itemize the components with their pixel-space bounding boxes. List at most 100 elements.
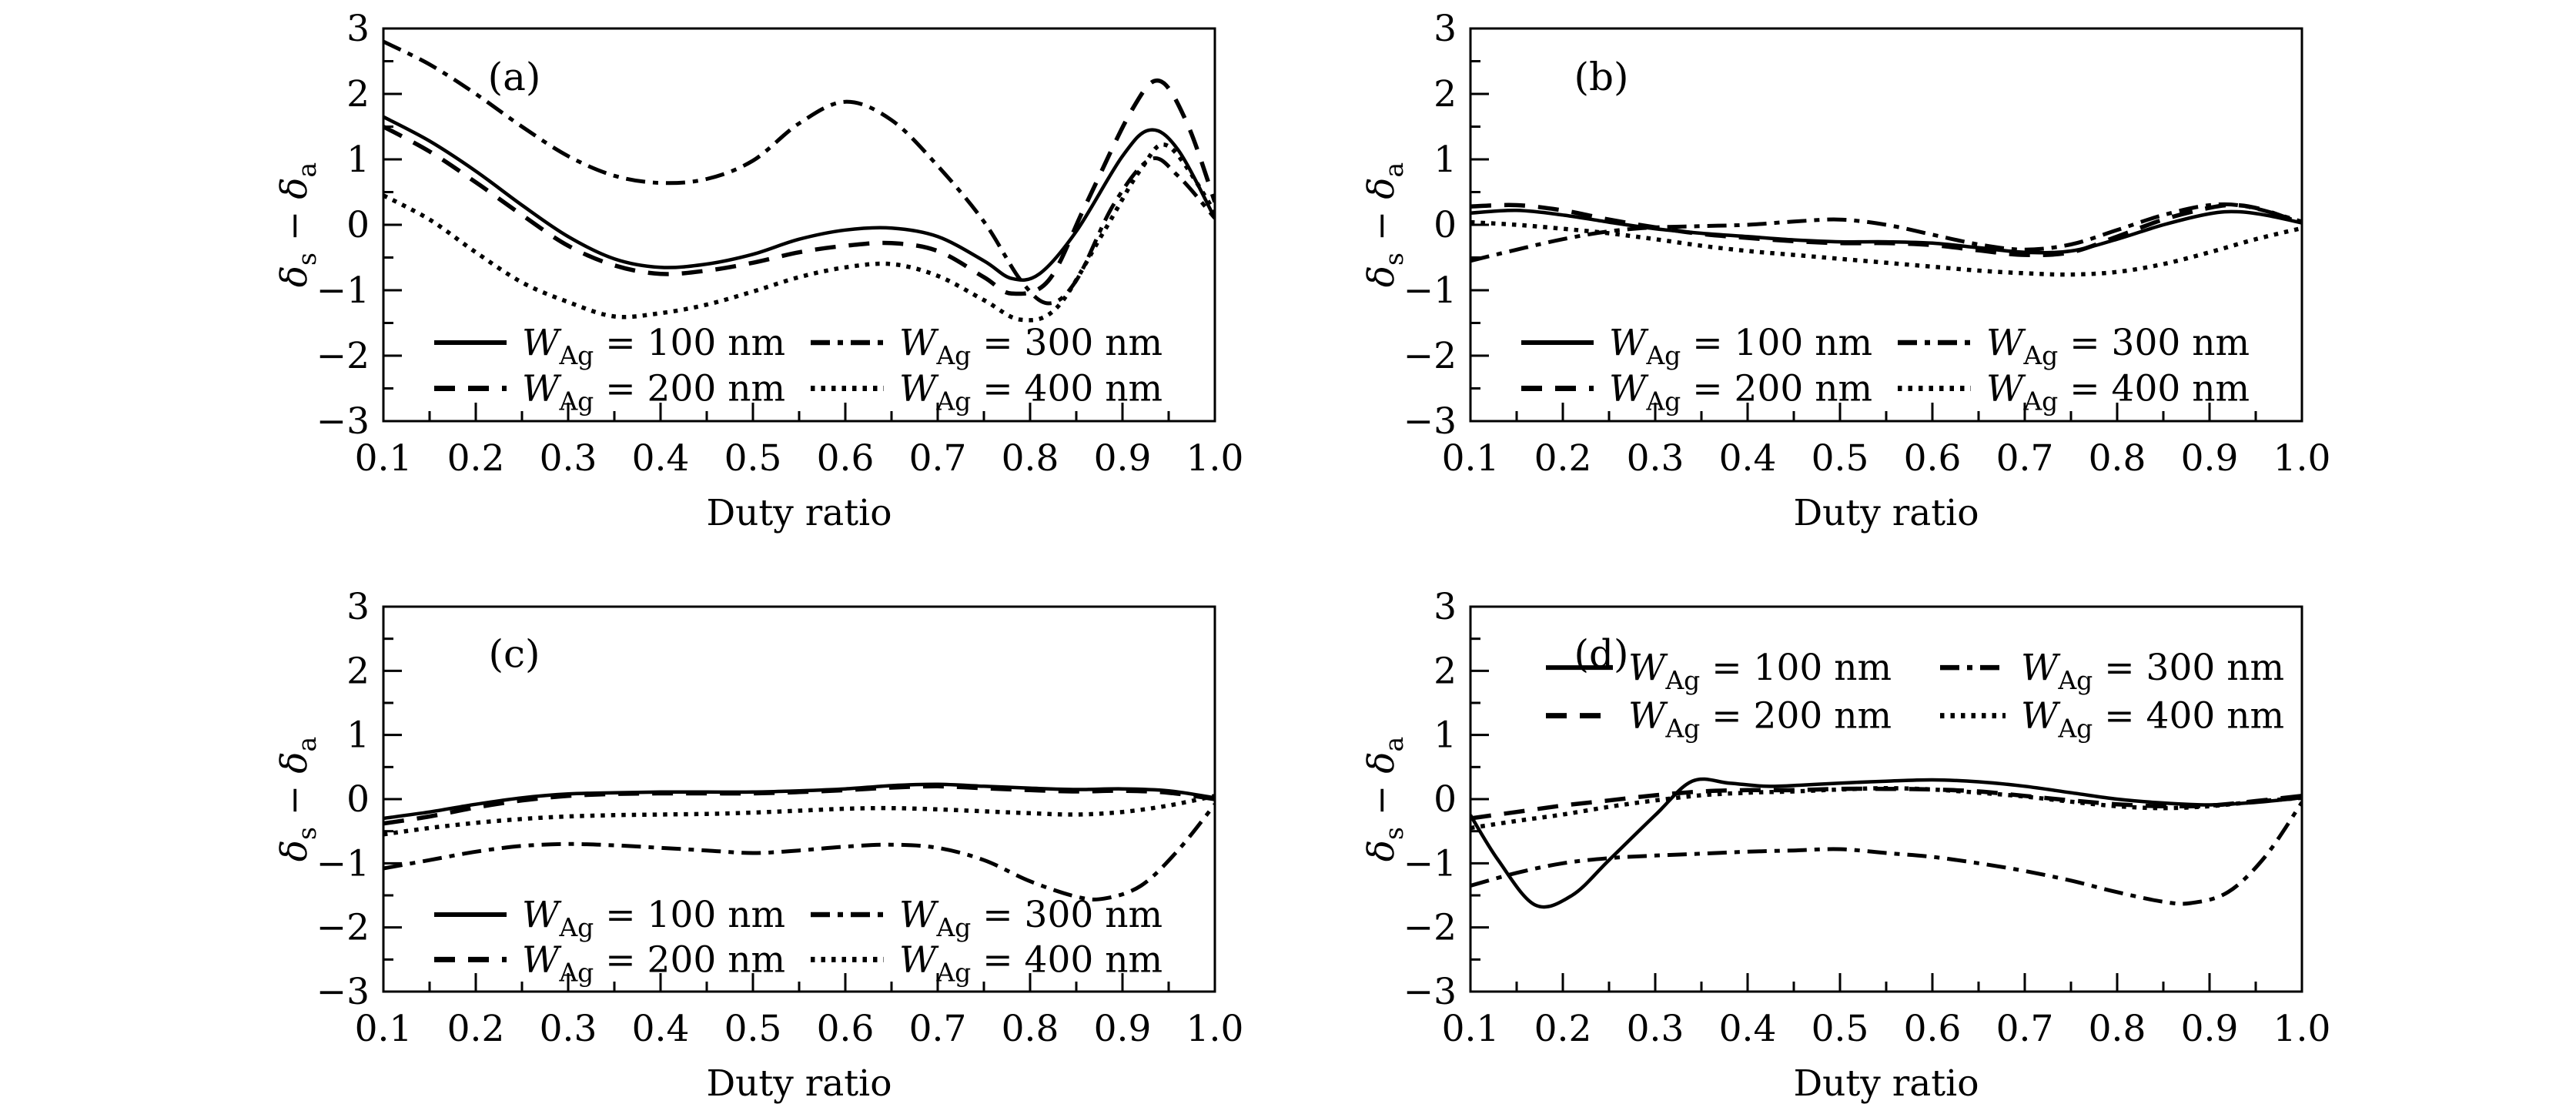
x-tick-label: 0.4 — [632, 437, 690, 480]
legend-label: WAg = 300 nm — [1986, 322, 2250, 370]
panel-letter: (c) — [488, 632, 540, 677]
x-tick-label: 0.1 — [355, 437, 413, 480]
x-axis-title: Duty ratio — [706, 492, 892, 534]
x-tick-label: 0.2 — [447, 1008, 505, 1050]
y-tick-label: 0 — [346, 204, 370, 246]
legend-item: WAg = 400 nm — [811, 368, 1163, 416]
y-axis-title: δs − δa — [273, 162, 322, 287]
legend-item: WAg = 400 nm — [1940, 695, 2284, 744]
legend-item: WAg = 200 nm — [1546, 695, 1892, 744]
series-curve-dashdot — [383, 803, 1215, 902]
y-tick-label: −3 — [316, 971, 370, 1013]
legend-label: WAg = 200 nm — [522, 938, 785, 987]
x-tick-label: 0.7 — [909, 1008, 967, 1050]
legend-item: WAg = 200 nm — [434, 938, 785, 987]
panel-b: 0.1 0.2 0.3 0.4 0.5 0.6 0.7 0.8 0.9 1.0 3 2 1 0 −1 −2 −3… — [1360, 8, 2330, 534]
y-tick-label: −3 — [316, 400, 370, 443]
x-tick-label: 0.2 — [1534, 437, 1592, 480]
series-curve-dashed — [1470, 202, 2302, 258]
legend-item: WAg = 100 nm — [434, 322, 785, 370]
x-tick-label: 0.3 — [540, 437, 597, 480]
legend-label: WAg = 400 nm — [899, 938, 1163, 987]
x-tick-label: 0.5 — [724, 1008, 782, 1050]
y-tick-label: 2 — [346, 73, 370, 115]
x-tick-label: 0.1 — [1442, 437, 1500, 480]
x-tick-label: 0.3 — [1627, 1008, 1684, 1050]
x-tick-label: 0.5 — [1812, 437, 1869, 480]
series-curve-dotted — [383, 794, 1215, 837]
x-tick-label: 0.8 — [1002, 437, 1059, 480]
legend-item: WAg = 300 nm — [811, 322, 1163, 370]
legend-item: WAg = 300 nm — [1898, 322, 2250, 370]
y-tick-label: −2 — [1403, 335, 1457, 377]
y-tick-label: 3 — [1434, 586, 1457, 628]
x-tick-label: 0.8 — [2089, 437, 2146, 480]
y-tick-label: −1 — [316, 269, 370, 312]
legend-item: WAg = 400 nm — [811, 938, 1163, 987]
legend-label: WAg = 400 nm — [1986, 368, 2250, 416]
y-tick-label: 0 — [346, 778, 370, 821]
x-tick-label: 1.0 — [2273, 437, 2331, 480]
x-axis-title: Duty ratio — [706, 1062, 892, 1105]
y-tick-label: −3 — [1403, 400, 1457, 443]
x-tick-label: 0.6 — [1904, 437, 1962, 480]
x-tick-label: 0.8 — [1002, 1008, 1059, 1050]
y-tick-label: 1 — [1434, 714, 1457, 757]
legend-item: WAg = 200 nm — [434, 368, 785, 416]
x-tick-label: 0.9 — [1094, 1008, 1152, 1050]
panel-letter: (a) — [488, 55, 541, 99]
y-tick-label: −2 — [316, 907, 370, 949]
panel-c: 0.1 0.2 0.3 0.4 0.5 0.6 0.7 0.8 0.9 1.0 3 2 1 0 −1 −2 −3… — [273, 586, 1243, 1105]
series-curve-solid — [1470, 777, 2302, 909]
legend-label: WAg = 300 nm — [899, 894, 1163, 942]
y-tick-label: 1 — [346, 714, 370, 757]
series-curve-dotted — [1470, 786, 2302, 831]
legend-label: WAg = 100 nm — [1628, 647, 1892, 695]
y-tick-label: −3 — [1403, 971, 1457, 1013]
series-curve-dashed — [383, 784, 1215, 826]
x-tick-label: 0.1 — [1442, 1008, 1500, 1050]
y-tick-label: 0 — [1434, 204, 1457, 246]
y-tick-label: 2 — [1434, 73, 1457, 115]
y-tick-label: 3 — [1434, 8, 1457, 50]
panel-d: 0.1 0.2 0.3 0.4 0.5 0.6 0.7 0.8 0.9 1.0 3 2 1 0 −1 −2 −3… — [1360, 586, 2330, 1105]
legend-label: WAg = 100 nm — [522, 322, 785, 370]
curves-group — [1470, 777, 2302, 909]
series-curve-dashdot — [383, 39, 1215, 306]
legend-label: WAg = 400 nm — [899, 368, 1163, 416]
y-tick-label: 2 — [346, 650, 370, 692]
x-tick-label: 0.7 — [909, 437, 967, 480]
x-tick-label: 0.7 — [1996, 437, 2054, 480]
x-tick-label: 0.6 — [817, 437, 875, 480]
x-axis-title: Duty ratio — [1793, 492, 1979, 534]
x-axis-title: Duty ratio — [1793, 1062, 1979, 1105]
legend-item: WAg = 300 nm — [811, 894, 1163, 942]
curves-group — [383, 39, 1215, 323]
x-tick-label: 0.8 — [2089, 1008, 2146, 1050]
series-curve-dotted — [1470, 219, 2302, 277]
x-tick-label: 0.3 — [540, 1008, 597, 1050]
x-tick-label: 1.0 — [2273, 1008, 2331, 1050]
y-axis-title: δs − δa — [1360, 737, 1409, 861]
legend-label: WAg = 200 nm — [1628, 695, 1892, 744]
legend-item: WAg = 100 nm — [1546, 647, 1892, 695]
y-tick-label: −2 — [316, 335, 370, 377]
y-tick-label: 1 — [346, 139, 370, 181]
legend-label: WAg = 200 nm — [1609, 368, 1872, 416]
legend-label: WAg = 100 nm — [1609, 322, 1872, 370]
legend-label: WAg = 100 nm — [522, 894, 785, 942]
y-tick-label: −1 — [316, 842, 370, 885]
x-tick-label: 0.9 — [1094, 437, 1152, 480]
y-tick-label: 0 — [1434, 778, 1457, 821]
legend-label: WAg = 200 nm — [522, 368, 785, 416]
legend-item: WAg = 200 nm — [1521, 368, 1872, 416]
x-tick-label: 1.0 — [1186, 1008, 1244, 1050]
y-tick-label: −1 — [1403, 269, 1457, 312]
x-tick-label: 0.9 — [2181, 1008, 2239, 1050]
x-tick-label: 0.3 — [1627, 437, 1684, 480]
x-tick-label: 0.1 — [355, 1008, 413, 1050]
panel-a: 0.1 0.2 0.3 0.4 0.5 0.6 0.7 0.8 0.9 1.0 3 2 1 0 −1 −2 −3… — [273, 8, 1243, 534]
y-axis-title: δs − δa — [273, 737, 322, 861]
